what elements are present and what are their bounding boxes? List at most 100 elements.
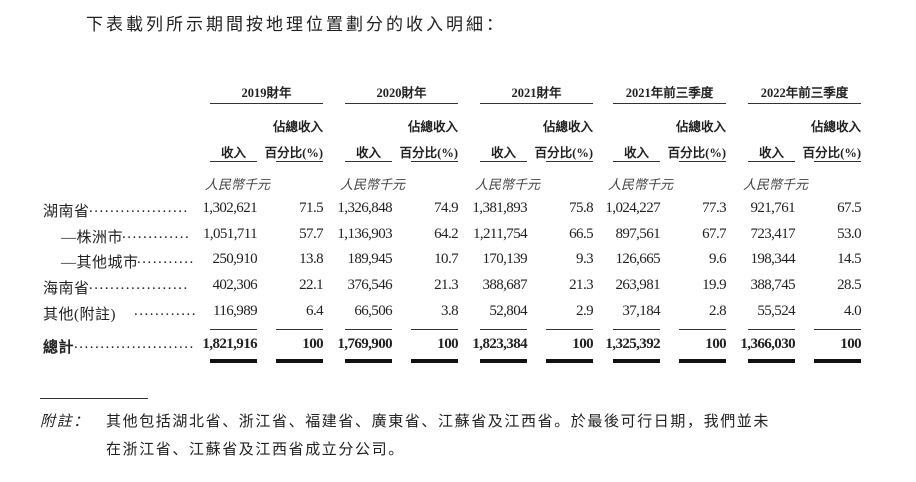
pct-header-line2: 百分比(%) bbox=[264, 146, 323, 160]
row-label: 海南省 bbox=[43, 281, 90, 297]
revenue-cell: 402,306 bbox=[212, 277, 257, 293]
pct-cell: 9.3 bbox=[576, 251, 594, 267]
revenue-header-underline bbox=[210, 161, 257, 163]
total-double-underline bbox=[345, 359, 392, 363]
pct-header-underline bbox=[814, 161, 861, 163]
leader-dots: ................... bbox=[89, 277, 189, 293]
pct-cell: 71.5 bbox=[299, 200, 323, 216]
revenue-header-underline bbox=[613, 161, 660, 163]
subtotal-rule bbox=[480, 329, 527, 331]
period-header: 2021財年 bbox=[511, 86, 562, 100]
pct-header-line2: 百分比(%) bbox=[399, 146, 458, 160]
row-label: 其他(附註) bbox=[43, 307, 116, 323]
pct-cell: 75.8 bbox=[569, 200, 593, 216]
subtotal-rule bbox=[276, 329, 323, 331]
pct-cell: 14.5 bbox=[837, 251, 861, 267]
revenue-cell: 126,665 bbox=[615, 251, 660, 267]
pct-cell: 66.5 bbox=[569, 226, 593, 242]
pct-header-line1: 佔總收入 bbox=[272, 120, 323, 134]
period-underline bbox=[748, 103, 861, 105]
pct-cell: 2.9 bbox=[576, 303, 594, 319]
revenue-header-underline bbox=[480, 161, 527, 163]
pct-header-underline bbox=[276, 161, 323, 163]
subtotal-rule bbox=[679, 329, 726, 331]
footnote-divider bbox=[40, 398, 148, 400]
leader-dots: .............. bbox=[134, 303, 196, 319]
pct-header-underline bbox=[546, 161, 593, 163]
unit-label: 人民幣千元 bbox=[475, 177, 541, 192]
pct-cell: 77.3 bbox=[702, 200, 726, 216]
leader-dots: ................... bbox=[89, 200, 189, 216]
pct-cell: 9.6 bbox=[709, 251, 727, 267]
revenue-header: 收入 bbox=[758, 146, 784, 160]
unit-label: 人民幣千元 bbox=[340, 177, 406, 192]
pct-cell: 4.0 bbox=[844, 303, 862, 319]
total-double-underline bbox=[411, 359, 458, 363]
pct-cell: 100 bbox=[572, 336, 593, 352]
pct-cell: 100 bbox=[840, 336, 861, 352]
pct-cell: 64.2 bbox=[434, 226, 458, 242]
pct-cell: 67.7 bbox=[702, 226, 726, 242]
subtotal-rule bbox=[411, 329, 458, 331]
revenue-cell: 1,326,848 bbox=[337, 200, 392, 216]
revenue-cell: 921,761 bbox=[750, 200, 795, 216]
revenue-header: 收入 bbox=[490, 146, 516, 160]
revenue-header: 收入 bbox=[220, 146, 246, 160]
revenue-cell: 170,139 bbox=[482, 251, 527, 267]
row-label: 總計 bbox=[43, 340, 75, 356]
pct-cell: 100 bbox=[437, 336, 458, 352]
row-label: —株洲市 bbox=[61, 230, 124, 246]
revenue-cell: 263,981 bbox=[615, 277, 660, 293]
leader-dots: ....................... bbox=[74, 336, 195, 352]
total-double-underline bbox=[748, 359, 795, 363]
period-header: 2020財年 bbox=[376, 86, 427, 100]
period-underline bbox=[613, 103, 726, 105]
note-line-2: 在浙江省、江蘇省及江西省成立分公司。 bbox=[106, 442, 405, 458]
revenue-cell: 1,136,903 bbox=[337, 226, 392, 242]
subtotal-rule bbox=[210, 329, 257, 331]
pct-cell: 100 bbox=[705, 336, 726, 352]
unit-label: 人民幣千元 bbox=[608, 177, 674, 192]
total-double-underline bbox=[814, 359, 861, 363]
unit-label: 人民幣千元 bbox=[743, 177, 809, 192]
pct-header-line1: 佔總收入 bbox=[542, 120, 593, 134]
pct-cell: 22.1 bbox=[299, 277, 323, 293]
pct-header-line2: 百分比(%) bbox=[534, 146, 593, 160]
revenue-cell: 1,024,227 bbox=[605, 200, 660, 216]
revenue-cell: 1,051,711 bbox=[202, 226, 258, 242]
note-label: 附註： bbox=[40, 414, 90, 430]
revenue-cell: 66,506 bbox=[354, 303, 392, 319]
row-label: —其他城市 bbox=[61, 255, 139, 271]
total-double-underline bbox=[613, 359, 660, 363]
pct-cell: 10.7 bbox=[434, 251, 458, 267]
pct-header-line1: 佔總收入 bbox=[810, 120, 861, 134]
unit-label: 人民幣千元 bbox=[205, 177, 271, 192]
pct-cell: 53.0 bbox=[837, 226, 861, 242]
subtotal-rule bbox=[546, 329, 593, 331]
period-header: 2019財年 bbox=[241, 86, 292, 100]
revenue-cell: 250,910 bbox=[212, 251, 257, 267]
pct-cell: 67.5 bbox=[837, 200, 861, 216]
revenue-cell: 897,561 bbox=[615, 226, 660, 242]
revenue-cell: 1,769,900 bbox=[337, 336, 392, 352]
pct-header-line2: 百分比(%) bbox=[667, 146, 726, 160]
total-double-underline bbox=[210, 359, 257, 363]
pct-header-underline bbox=[411, 161, 458, 163]
revenue-cell: 52,804 bbox=[489, 303, 527, 319]
total-double-underline bbox=[679, 359, 726, 363]
pct-cell: 21.3 bbox=[434, 277, 458, 293]
pct-cell: 6.4 bbox=[306, 303, 324, 319]
pct-cell: 28.5 bbox=[837, 277, 861, 293]
pct-cell: 3.8 bbox=[441, 303, 459, 319]
revenue-header-underline bbox=[748, 161, 795, 163]
revenue-header: 收入 bbox=[355, 146, 381, 160]
revenue-header-underline bbox=[345, 161, 392, 163]
pct-header-line1: 佔總收入 bbox=[675, 120, 726, 134]
pct-header-line1: 佔總收入 bbox=[407, 120, 458, 134]
revenue-cell: 376,546 bbox=[347, 277, 392, 293]
period-underline bbox=[480, 103, 593, 105]
pct-header-line2: 百分比(%) bbox=[802, 146, 861, 160]
total-double-underline bbox=[546, 359, 593, 363]
revenue-cell: 37,184 bbox=[622, 303, 660, 319]
subtotal-rule bbox=[748, 329, 795, 331]
